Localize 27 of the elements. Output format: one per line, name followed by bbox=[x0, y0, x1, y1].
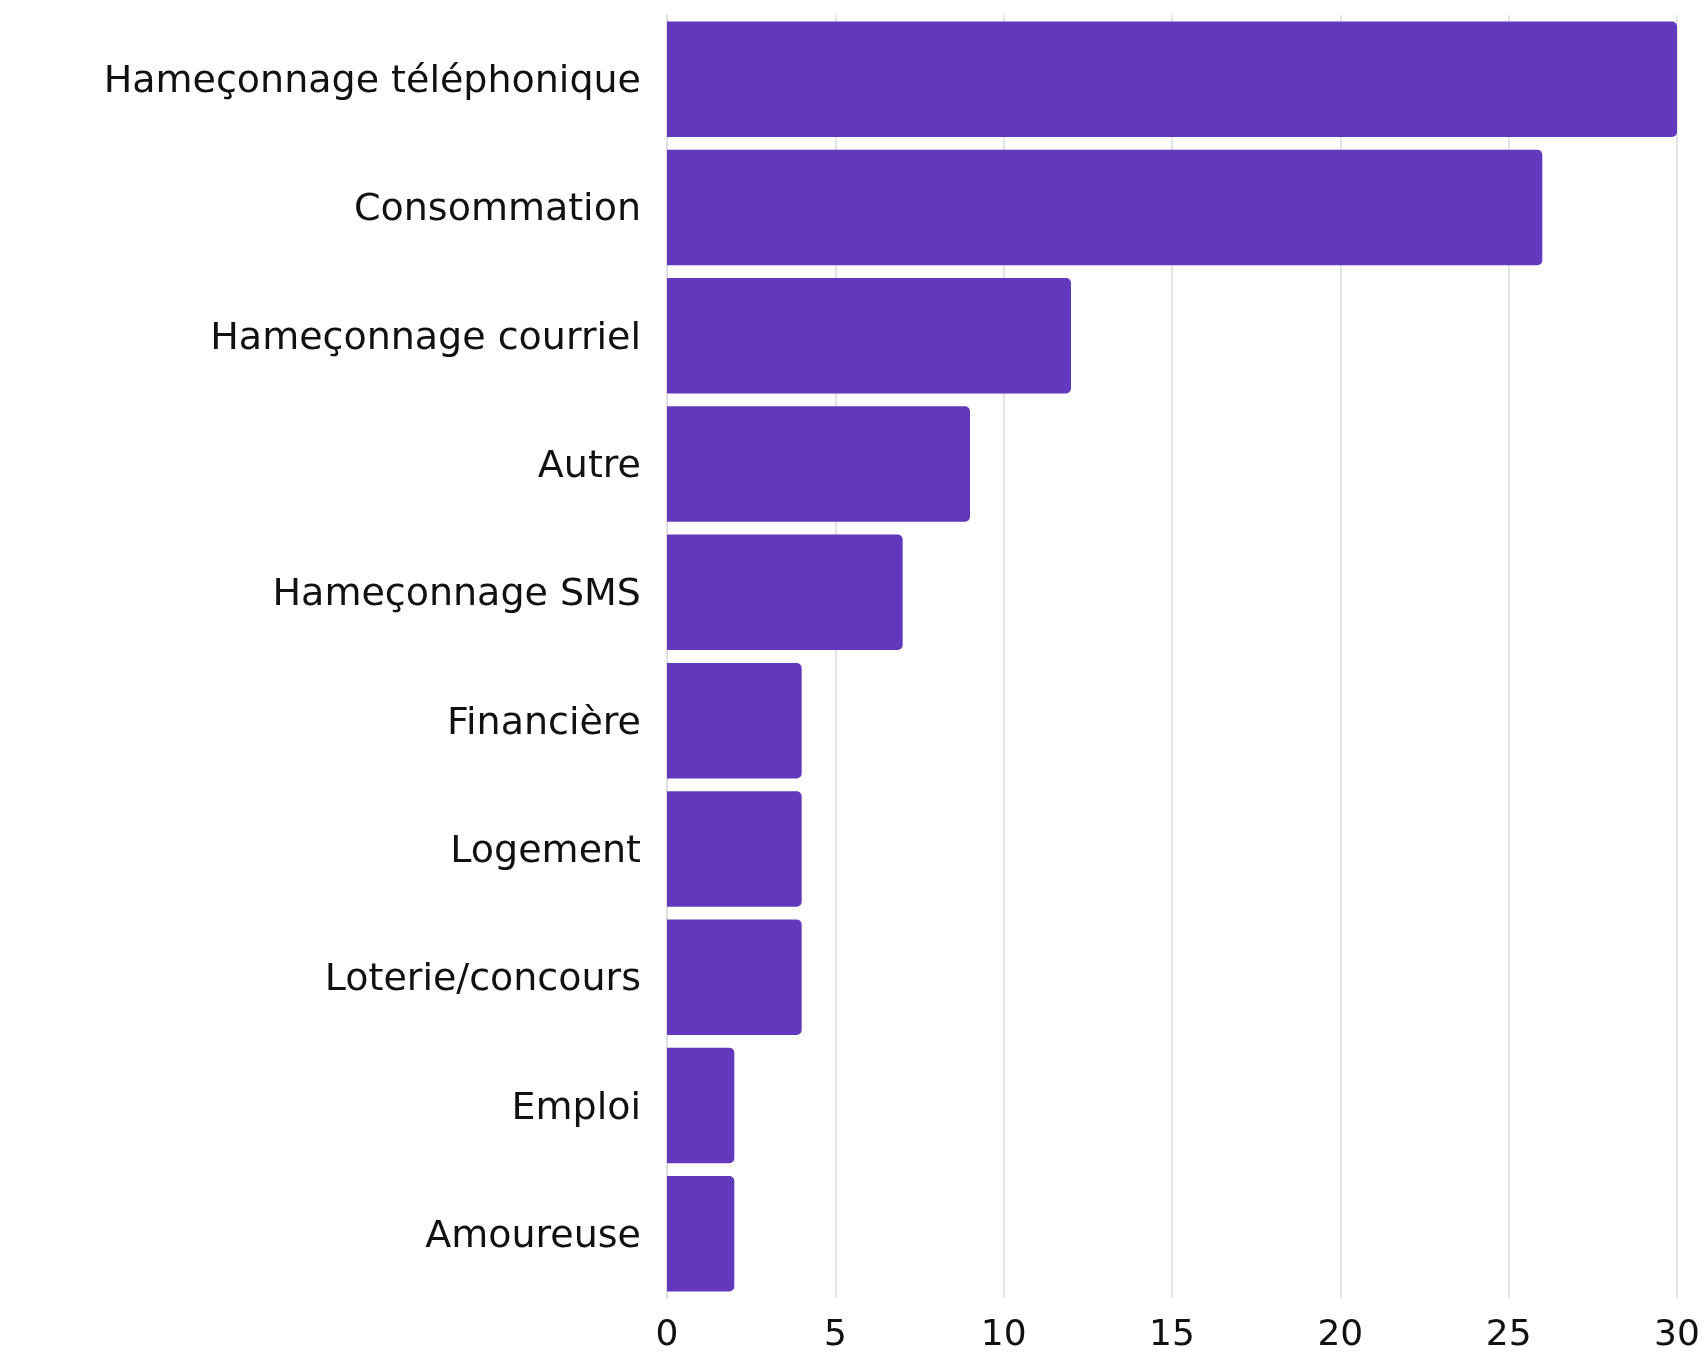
x-tick-label: 0 bbox=[655, 1311, 679, 1353]
bar bbox=[667, 278, 1071, 394]
bar bbox=[667, 919, 802, 1035]
bar bbox=[667, 1176, 735, 1292]
bar bbox=[667, 1047, 735, 1164]
y-tick-label: Hameçonnage SMS bbox=[272, 570, 641, 615]
x-tick-label: 20 bbox=[1317, 1311, 1364, 1353]
y-tick-label: Loterie/concours bbox=[324, 955, 641, 1000]
y-tick-label: Financière bbox=[446, 698, 641, 743]
bar bbox=[667, 534, 903, 651]
y-tick-label: Logement bbox=[450, 826, 641, 871]
bar bbox=[667, 149, 1543, 266]
x-tick-label: 10 bbox=[980, 1311, 1027, 1353]
y-tick-label: Amoureuse bbox=[425, 1211, 641, 1256]
bar bbox=[667, 21, 1677, 137]
x-tick-label: 5 bbox=[823, 1311, 847, 1353]
bar bbox=[667, 406, 970, 522]
x-tick-label: 15 bbox=[1149, 1311, 1195, 1353]
y-tick-label: Consommation bbox=[353, 185, 641, 230]
y-tick-label: Emploi bbox=[511, 1083, 641, 1128]
bar bbox=[667, 791, 802, 907]
x-tick-label: 30 bbox=[1654, 1311, 1700, 1353]
x-tick-label: 25 bbox=[1485, 1311, 1532, 1353]
y-tick-label: Hameçonnage téléphonique bbox=[103, 57, 641, 102]
bar bbox=[667, 662, 802, 779]
y-tick-label: Autre bbox=[537, 442, 641, 487]
y-tick-label: Hameçonnage courriel bbox=[210, 313, 641, 358]
